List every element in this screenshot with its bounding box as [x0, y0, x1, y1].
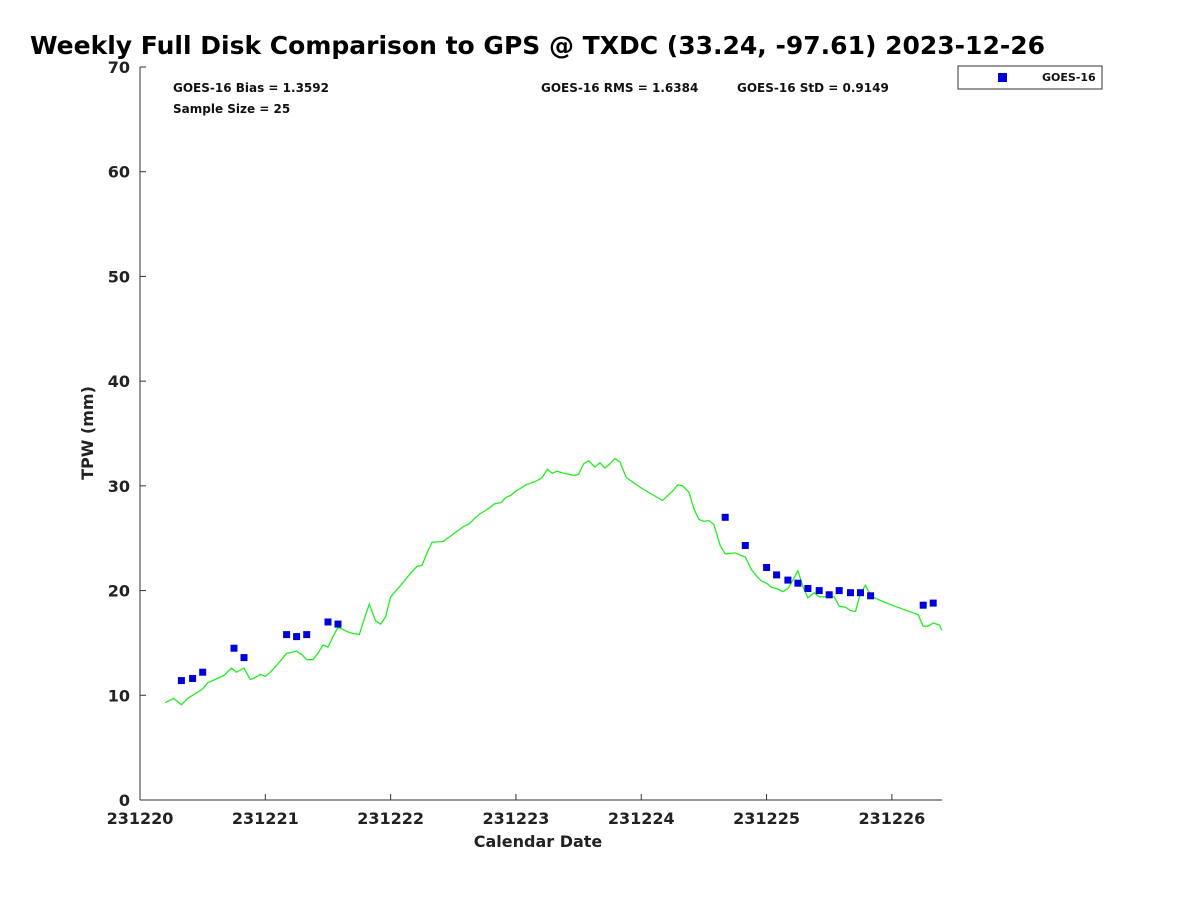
- goes16-point: [825, 591, 833, 599]
- x-tick-label: 231221: [232, 809, 299, 828]
- y-axis-ticks: 0 10 20 30 40 50 60 70: [108, 58, 146, 810]
- goes16-point: [324, 618, 332, 626]
- y-tick-label: 60: [108, 163, 130, 182]
- goes16-point: [847, 589, 854, 597]
- legend-box: [957, 65, 1103, 90]
- x-tick-label: 231226: [858, 809, 925, 828]
- x-tick-label: 231224: [608, 809, 675, 828]
- goes16-point: [794, 579, 802, 587]
- y-tick-label: 50: [108, 267, 130, 286]
- goes16-point: [230, 644, 238, 652]
- x-axis-label: Calendar Date: [474, 832, 603, 851]
- goes16-point: [857, 589, 864, 597]
- x-axis-ticks: 231220 231221 231222 231223 231224 231225 2312…: [107, 794, 925, 828]
- y-tick-label: 30: [108, 477, 130, 496]
- x-tick-label: 231223: [483, 809, 550, 828]
- goes16-point: [929, 599, 937, 607]
- goes16-point: [199, 668, 207, 676]
- rms-stat: GOES-16 RMS = 1.6384: [541, 81, 698, 95]
- x-tick-label: 231222: [357, 809, 424, 828]
- goes16-point: [721, 513, 729, 521]
- std-stat: GOES-16 StD = 0.9149: [737, 81, 889, 95]
- goes16-points: [177, 513, 937, 685]
- goes16-point: [240, 654, 248, 662]
- y-tick-label: 10: [108, 686, 130, 705]
- goes16-point: [804, 585, 812, 592]
- goes16-point: [303, 631, 311, 639]
- goes16-point: [283, 631, 291, 639]
- gps-tpw-line: [164, 457, 943, 706]
- legend: GOES-16: [957, 65, 1103, 90]
- goes16-point: [784, 576, 792, 584]
- goes16-point: [815, 587, 823, 595]
- goes16-point: [177, 677, 185, 685]
- y-tick-label: 0: [119, 791, 130, 810]
- legend-goes16-label: GOES-16: [1042, 71, 1096, 84]
- goes16-point: [835, 587, 843, 595]
- y-tick-label: 40: [108, 372, 130, 391]
- goes16-point: [334, 620, 342, 628]
- y-tick-label: 20: [108, 582, 130, 601]
- goes16-point: [741, 542, 749, 549]
- sample-size-stat: Sample Size = 25: [173, 102, 290, 116]
- y-tick-label: 70: [108, 58, 130, 77]
- plot-area: 0 10 20 30 40 50 60 70 231220 231221 231222 231223…: [107, 58, 943, 828]
- goes16-point: [293, 633, 301, 641]
- goes16-point: [773, 571, 781, 579]
- legend-goes16-marker: [998, 73, 1007, 82]
- goes16-point: [919, 601, 927, 609]
- bias-stat: GOES-16 Bias = 1.3592: [173, 81, 329, 95]
- x-tick-label: 231220: [107, 809, 174, 828]
- x-tick-label: 231225: [733, 809, 800, 828]
- goes16-point: [763, 564, 771, 571]
- goes16-point: [189, 675, 197, 682]
- goes16-point: [867, 592, 875, 600]
- y-axis-label: TPW (mm): [78, 386, 97, 480]
- chart-title: Weekly Full Disk Comparison to GPS @ TXD…: [30, 31, 1045, 60]
